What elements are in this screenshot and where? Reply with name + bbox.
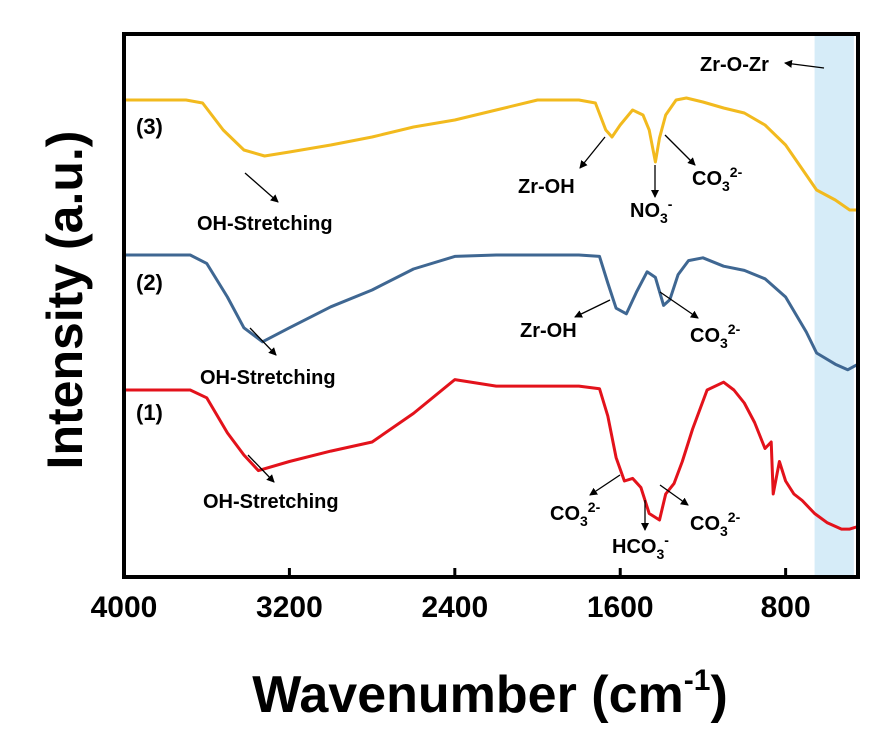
annot-oh-stretching-2: OH-Stretching bbox=[200, 367, 336, 389]
series-line-1 bbox=[124, 378, 859, 531]
annot-oh-stretching-1: OH-Stretching bbox=[203, 491, 339, 513]
arrow-oh-2 bbox=[249, 327, 277, 356]
arrow-co3-3 bbox=[664, 134, 696, 166]
arrow-oh-3 bbox=[244, 172, 279, 203]
annot-zroh-2: Zr-OH bbox=[520, 320, 577, 342]
series-line-3 bbox=[124, 96, 858, 212]
arrow-zrozr bbox=[784, 59, 825, 69]
series-label-2: (2) bbox=[136, 270, 163, 295]
y-axis-title: Intensity (a.u.) bbox=[37, 131, 93, 470]
series-label-1: (1) bbox=[136, 400, 163, 425]
x-axis-title: Wavenumber (cm-1) bbox=[252, 664, 728, 724]
annot-oh-stretching-3: OH-Stretching bbox=[197, 213, 333, 235]
annot-co3-2: CO32- bbox=[690, 321, 741, 351]
series-layer bbox=[124, 96, 859, 531]
arrow-zroh-3 bbox=[579, 136, 606, 169]
x-tick-label: 3200 bbox=[256, 591, 323, 624]
annot-zroh-3: Zr-OH bbox=[518, 176, 575, 198]
annot-zr-o-zr: Zr-O-Zr bbox=[700, 54, 769, 76]
annot-co3-1a: CO32- bbox=[550, 499, 601, 529]
arrow-co3-1b bbox=[659, 484, 689, 506]
arrow-co3-1a bbox=[589, 474, 621, 496]
zr-o-zr-highlight-band bbox=[814, 34, 854, 577]
x-tick-label: 1600 bbox=[587, 591, 654, 624]
x-tick-label: 800 bbox=[761, 591, 811, 624]
annot-co3-3: CO32- bbox=[692, 164, 743, 194]
x-tick-label: 2400 bbox=[421, 591, 488, 624]
annot-hco3-1: HCO3- bbox=[612, 532, 669, 562]
x-axis-ticks: 4000 3200 2400 1600 800 bbox=[91, 568, 811, 624]
plot-frame bbox=[122, 32, 860, 579]
annot-no3-3: NO3- bbox=[630, 196, 673, 226]
arrow-co3-2 bbox=[659, 291, 699, 319]
x-tick-label: 4000 bbox=[91, 591, 158, 624]
annotation-arrows bbox=[244, 59, 825, 531]
arrow-zroh-2 bbox=[574, 299, 611, 318]
arrow-oh-1 bbox=[247, 454, 275, 483]
series-line-2 bbox=[124, 253, 859, 372]
series-label-3: (3) bbox=[136, 114, 163, 139]
annot-co3-1b: CO32- bbox=[690, 509, 741, 539]
